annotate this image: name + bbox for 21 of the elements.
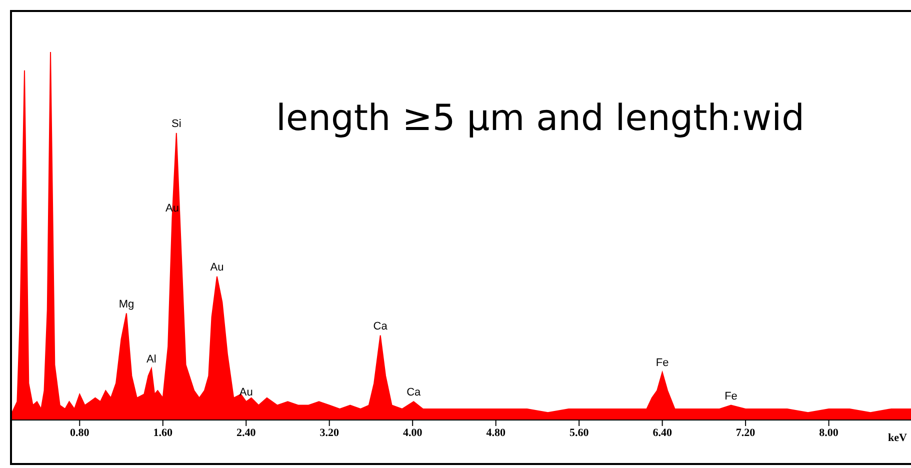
annotation: Au	[239, 386, 253, 399]
x-tick-label: 8.00	[819, 426, 839, 439]
annotation: Mg	[118, 298, 134, 310]
x-tick-label: 5.60	[569, 426, 590, 439]
x-tick-label: 3.20	[320, 426, 340, 439]
x-tick-label: 2.40	[236, 426, 256, 439]
annotation: Ca	[406, 386, 422, 399]
x-tick-label: 7.20	[736, 426, 756, 439]
x-tick-label: 1.60	[153, 426, 173, 439]
annotation: Fe	[724, 390, 738, 402]
text: length ≥5 µm and length:wid	[276, 98, 804, 139]
x-tick-label: 0.80	[70, 426, 90, 439]
x-tick-label: 6.40	[652, 426, 672, 439]
annotation: Al	[146, 353, 156, 366]
annotation: Au	[210, 261, 224, 274]
x-tick-label: 4.80	[486, 426, 506, 439]
x-axis-title: keV	[888, 432, 907, 444]
x-tick-label: 4.00	[402, 426, 423, 439]
annotation: Ca	[373, 320, 388, 332]
annotation: Si	[172, 118, 182, 130]
annotation: Fe	[656, 357, 669, 370]
